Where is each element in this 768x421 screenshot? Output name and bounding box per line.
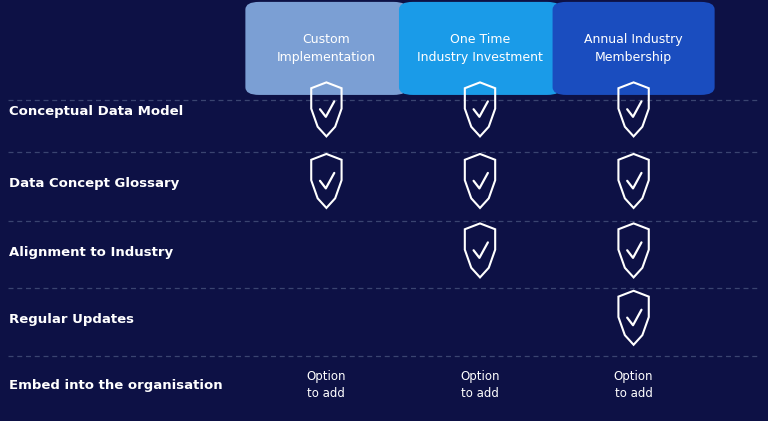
Text: One Time
Industry Investment: One Time Industry Investment	[417, 33, 543, 64]
FancyBboxPatch shape	[399, 2, 561, 95]
Text: Conceptual Data Model: Conceptual Data Model	[9, 105, 184, 118]
FancyBboxPatch shape	[552, 2, 714, 95]
Text: Data Concept Glossary: Data Concept Glossary	[9, 177, 180, 189]
FancyBboxPatch shape	[246, 2, 407, 95]
Text: Regular Updates: Regular Updates	[9, 314, 134, 326]
Text: Option
to add: Option to add	[460, 370, 500, 400]
Text: Custom
Implementation: Custom Implementation	[276, 33, 376, 64]
Text: Option
to add: Option to add	[306, 370, 346, 400]
Text: Option
to add: Option to add	[614, 370, 654, 400]
Text: Alignment to Industry: Alignment to Industry	[9, 246, 174, 259]
Text: Annual Industry
Membership: Annual Industry Membership	[584, 33, 683, 64]
Text: Embed into the organisation: Embed into the organisation	[9, 379, 223, 392]
